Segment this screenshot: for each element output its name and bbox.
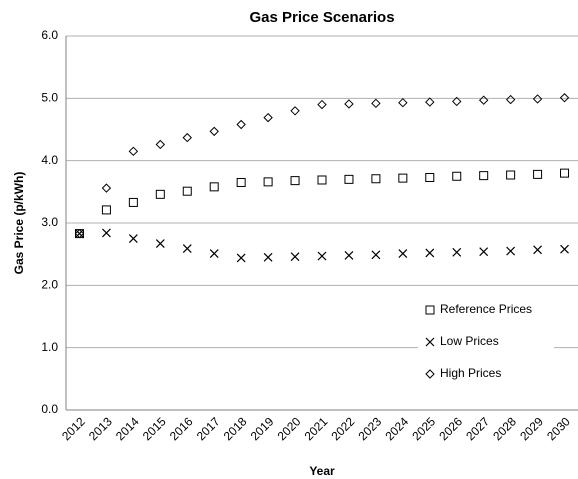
marker bbox=[478, 95, 489, 105]
x-tick-label: 2029 bbox=[517, 414, 546, 443]
marker bbox=[317, 175, 327, 185]
marker bbox=[398, 97, 408, 108]
marker bbox=[263, 112, 273, 123]
y-tick-label: 5.0 bbox=[41, 91, 58, 105]
x-tick-label: 2022 bbox=[329, 414, 358, 443]
marker bbox=[425, 369, 435, 379]
marker bbox=[505, 94, 516, 105]
marker bbox=[452, 171, 462, 181]
marker bbox=[209, 182, 219, 192]
marker bbox=[560, 168, 570, 178]
marker bbox=[425, 305, 435, 315]
marker bbox=[236, 253, 246, 263]
marker bbox=[101, 205, 111, 215]
marker bbox=[452, 96, 462, 107]
legend-box bbox=[418, 293, 554, 390]
marker bbox=[533, 169, 543, 179]
legend-label: Low Prices bbox=[440, 334, 499, 348]
marker bbox=[155, 239, 165, 248]
marker bbox=[371, 98, 381, 109]
marker bbox=[155, 189, 165, 199]
marker bbox=[506, 246, 516, 256]
marker bbox=[236, 177, 246, 187]
legend-label: High Prices bbox=[440, 366, 501, 380]
marker bbox=[344, 174, 354, 184]
marker bbox=[344, 99, 354, 109]
y-tick-label: 4.0 bbox=[41, 153, 58, 167]
x-tick-label: 2024 bbox=[382, 414, 411, 443]
x-tick-label: 2023 bbox=[355, 414, 384, 443]
marker bbox=[317, 99, 327, 110]
x-tick-label: 2018 bbox=[221, 414, 250, 443]
marker bbox=[290, 106, 300, 116]
marker bbox=[209, 126, 219, 137]
marker bbox=[182, 186, 192, 196]
marker bbox=[559, 93, 570, 103]
marker bbox=[290, 176, 300, 186]
marker bbox=[75, 229, 84, 239]
x-tick-label: 2025 bbox=[409, 414, 438, 443]
legend-label: Reference Prices bbox=[440, 302, 532, 316]
y-tick-label: 0.0 bbox=[41, 402, 58, 416]
chart-title: Gas Price Scenarios bbox=[249, 9, 394, 26]
marker bbox=[290, 252, 300, 262]
marker bbox=[479, 171, 489, 181]
y-axis-title: Gas Price (p/kWh) bbox=[12, 172, 26, 275]
marker bbox=[128, 234, 138, 244]
x-tick-label: 2028 bbox=[490, 414, 519, 443]
x-tick-label: 2012 bbox=[59, 414, 88, 443]
x-tick-label: 2015 bbox=[140, 414, 169, 443]
x-tick-label: 2021 bbox=[302, 414, 331, 443]
marker bbox=[560, 244, 569, 254]
y-tick-label: 6.0 bbox=[41, 28, 58, 42]
marker bbox=[263, 177, 273, 187]
y-tick-label: 2.0 bbox=[41, 278, 58, 292]
marker bbox=[425, 248, 435, 258]
marker bbox=[452, 247, 462, 257]
marker bbox=[182, 244, 192, 253]
marker bbox=[425, 172, 435, 182]
marker bbox=[74, 228, 85, 239]
x-tick-label: 2016 bbox=[167, 414, 196, 443]
x-tick-label: 2019 bbox=[248, 414, 277, 443]
marker bbox=[533, 245, 543, 255]
x-tick-label: 2020 bbox=[275, 414, 304, 443]
marker bbox=[182, 132, 192, 143]
marker bbox=[101, 183, 112, 193]
marker bbox=[425, 97, 435, 107]
marker bbox=[398, 173, 408, 183]
marker bbox=[398, 249, 408, 258]
marker bbox=[371, 174, 381, 184]
marker bbox=[479, 247, 489, 257]
y-tick-label: 1.0 bbox=[41, 340, 58, 354]
marker bbox=[317, 251, 327, 261]
x-tick-label: 2026 bbox=[436, 414, 465, 443]
x-tick-label: 2017 bbox=[194, 414, 223, 443]
marker bbox=[371, 250, 381, 260]
marker bbox=[128, 146, 139, 157]
marker bbox=[236, 119, 246, 130]
marker bbox=[532, 94, 543, 104]
x-tick-label: 2013 bbox=[86, 414, 115, 443]
marker bbox=[128, 197, 138, 207]
marker bbox=[506, 170, 516, 180]
y-tick-label: 3.0 bbox=[41, 215, 58, 229]
marker bbox=[101, 228, 111, 238]
x-tick-label: 2030 bbox=[544, 414, 573, 443]
marker bbox=[425, 337, 435, 347]
marker bbox=[263, 252, 273, 262]
x-tick-label: 2027 bbox=[463, 414, 492, 443]
x-axis-title: Year bbox=[309, 464, 335, 478]
marker bbox=[344, 250, 354, 260]
marker bbox=[155, 139, 166, 150]
x-tick-label: 2014 bbox=[113, 414, 142, 443]
marker bbox=[209, 249, 219, 258]
